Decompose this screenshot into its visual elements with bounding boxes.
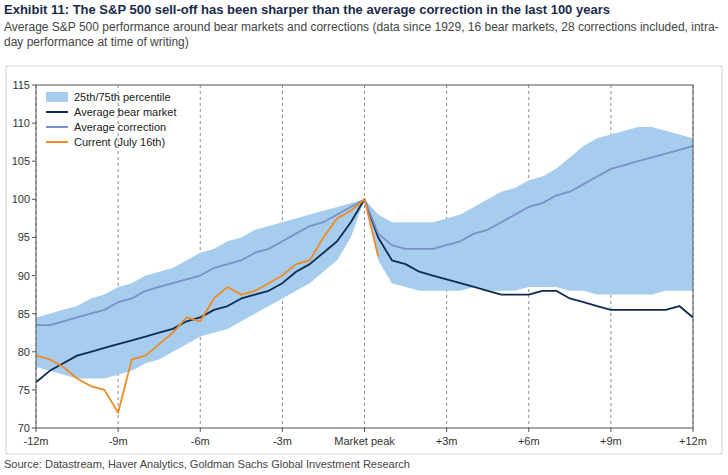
x-tick — [118, 428, 119, 432]
y-tick-label: 90 — [18, 270, 30, 282]
grid-line — [364, 85, 365, 428]
subtitle: Average S&P 500 performance around bear … — [4, 20, 722, 50]
legend-swatch — [46, 141, 68, 143]
legend-swatch — [46, 111, 68, 113]
x-tick-label: -12m — [23, 435, 48, 447]
series-line — [36, 146, 693, 325]
y-tick — [32, 428, 36, 429]
y-tick — [32, 313, 36, 314]
x-tick-label: +12m — [679, 435, 707, 447]
x-tick-label: -6m — [191, 435, 210, 447]
y-tick-label: 95 — [18, 231, 30, 243]
y-tick — [32, 161, 36, 162]
legend-label: Average bear market — [74, 106, 177, 118]
y-tick — [32, 123, 36, 124]
x-tick — [200, 428, 201, 432]
legend-swatch — [46, 126, 68, 128]
y-tick-label: 75 — [18, 384, 30, 396]
y-tick-label: 115 — [12, 79, 30, 91]
x-tick-label: -3m — [273, 435, 292, 447]
x-tick — [528, 428, 529, 432]
y-tick — [32, 351, 36, 352]
y-tick — [32, 275, 36, 276]
y-tick — [32, 237, 36, 238]
legend-label: 25th/75th percentile — [74, 91, 171, 103]
plot-frame — [36, 85, 693, 428]
x-tick — [693, 428, 694, 432]
y-tick-label: 80 — [18, 346, 30, 358]
x-tick — [36, 428, 37, 432]
legend-label: Average correction — [74, 121, 166, 133]
y-tick-label: 110 — [12, 117, 30, 129]
title: Exhibit 11: The S&P 500 sell-off has bee… — [4, 2, 724, 17]
y-tick — [32, 85, 36, 86]
y-tick-label: 105 — [12, 155, 30, 167]
source: Source: Datastream, Haver Analytics, Gol… — [4, 458, 410, 470]
x-tick — [364, 428, 365, 432]
y-tick-label: 100 — [12, 193, 30, 205]
x-tick — [446, 428, 447, 432]
x-tick-label: +3m — [436, 435, 458, 447]
y-tick-label: 70 — [18, 422, 30, 434]
x-tick-label: +9m — [600, 435, 622, 447]
legend-swatch — [46, 92, 68, 102]
legend-label: Current (July 16th) — [74, 136, 165, 148]
x-tick — [610, 428, 611, 432]
x-tick-label: +6m — [518, 435, 540, 447]
chart: -12m -9m -6m -3m Market peak +3m +6m +9m +12m 70 7… — [0, 0, 728, 475]
x-tick-label: -9m — [109, 435, 128, 447]
plot-data — [36, 127, 693, 413]
series-line — [36, 199, 378, 412]
x-tick — [282, 428, 283, 432]
y-tick — [32, 389, 36, 390]
exhibit-frame — [6, 66, 722, 454]
percentile-band — [36, 127, 693, 379]
y-tick-label: 85 — [18, 308, 30, 320]
series-line — [36, 199, 693, 382]
x-tick-label: Market peak — [334, 435, 395, 447]
y-tick — [32, 199, 36, 200]
